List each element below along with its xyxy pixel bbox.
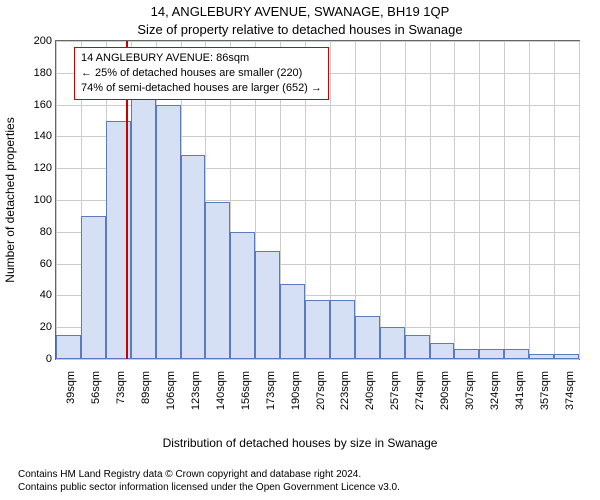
y-tick-label: 140 [22,130,52,142]
histogram-bar [430,343,455,359]
attribution-text: Contains HM Land Registry data © Crown c… [18,468,400,494]
histogram-bar [504,349,529,359]
x-tick-label: 156sqm [240,371,252,431]
gridline-v [380,41,381,359]
annotation-box: 14 ANGLEBURY AVENUE: 86sqm← 25% of detac… [74,47,329,100]
gridline-v [579,41,580,359]
y-axis-label: Number of detached properties [3,117,17,282]
x-tick-label: 257sqm [389,371,401,431]
chart-subtitle: Size of property relative to detached ho… [0,22,600,37]
histogram-bar [181,155,206,359]
x-tick-label: 207sqm [315,371,327,431]
page-title: 14, ANGLEBURY AVENUE, SWANAGE, BH19 1QP [0,4,600,19]
histogram-bar [56,335,81,359]
x-tick-label: 89sqm [140,371,152,431]
x-axis-label: Distribution of detached houses by size … [0,436,600,450]
histogram-bar [529,354,554,359]
attribution-line-1: Contains HM Land Registry data © Crown c… [18,468,400,481]
gridline-v [430,41,431,359]
x-tick-label: 240sqm [364,371,376,431]
annotation-line-2: ← 25% of detached houses are smaller (22… [81,66,322,81]
histogram-bar [81,216,106,359]
y-tick-label: 40 [22,289,52,301]
histogram-plot: 14 ANGLEBURY AVENUE: 86sqm← 25% of detac… [55,40,580,360]
x-tick-label: 357sqm [539,371,551,431]
histogram-bar [305,300,330,359]
x-tick-label: 307sqm [464,371,476,431]
x-tick-label: 374sqm [564,371,576,431]
histogram-bar [131,95,156,359]
x-tick-label: 274sqm [414,371,426,431]
histogram-bar [330,300,355,359]
histogram-bar [230,232,255,359]
histogram-bar [380,327,405,359]
attribution-line-2: Contains public sector information licen… [18,481,400,494]
x-tick-label: 106sqm [165,371,177,431]
histogram-bar [156,105,181,359]
histogram-bar [355,316,380,359]
x-tick-label: 324sqm [489,371,501,431]
y-tick-label: 60 [22,258,52,270]
x-tick-label: 173sqm [265,371,277,431]
annotation-line-3: 74% of semi-detached houses are larger (… [81,81,322,96]
gridline-h [56,359,579,360]
x-tick-label: 73sqm [115,371,127,431]
y-tick-label: 180 [22,67,52,79]
x-tick-label: 56sqm [90,371,102,431]
y-tick-label: 120 [22,162,52,174]
histogram-bar [405,335,430,359]
histogram-bar [255,251,280,359]
y-tick-label: 20 [22,321,52,333]
gridline-h [56,41,579,42]
gridline-v [355,41,356,359]
histogram-bar [454,349,479,359]
x-tick-label: 290sqm [439,371,451,431]
x-tick-label: 223sqm [339,371,351,431]
histogram-bar [479,349,504,359]
x-tick-label: 140sqm [215,371,227,431]
y-tick-label: 100 [22,194,52,206]
histogram-bar [280,284,305,359]
gridline-v [529,41,530,359]
gridline-v [405,41,406,359]
x-tick-label: 341sqm [514,371,526,431]
gridline-v [454,41,455,359]
histogram-bar [554,354,579,359]
y-tick-label: 80 [22,226,52,238]
y-tick-label: 160 [22,99,52,111]
gridline-v [504,41,505,359]
annotation-line-1: 14 ANGLEBURY AVENUE: 86sqm [81,51,322,66]
gridline-v [56,41,57,359]
x-tick-label: 39sqm [65,371,77,431]
x-tick-label: 190sqm [290,371,302,431]
gridline-v [554,41,555,359]
y-tick-label: 200 [22,35,52,47]
x-tick-label: 123sqm [190,371,202,431]
y-tick-label: 0 [22,353,52,365]
histogram-bar [205,202,230,359]
gridline-v [479,41,480,359]
